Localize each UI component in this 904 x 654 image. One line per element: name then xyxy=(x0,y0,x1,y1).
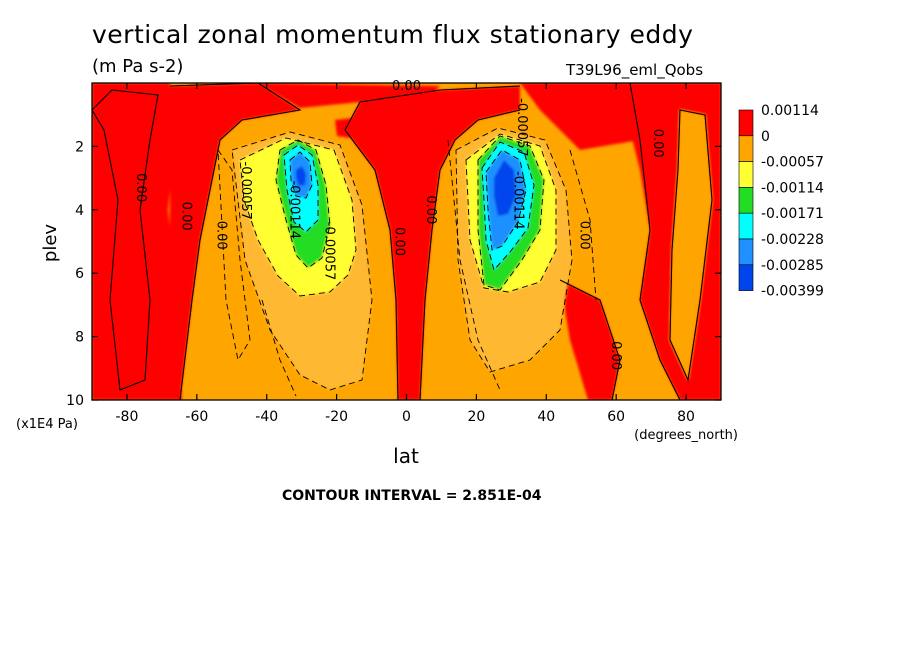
contour-label: 0.00 xyxy=(213,221,228,250)
legend-swatch xyxy=(738,161,754,188)
contour-label-text: -0.00057 xyxy=(514,98,529,156)
legend-swatch xyxy=(738,135,754,162)
y-tick-label: 6 xyxy=(75,266,84,282)
contour-label: -0.00057 xyxy=(238,162,253,220)
y-tick-label: 10 xyxy=(66,393,84,409)
legend-label: -0.00114 xyxy=(761,180,824,196)
contour-label: 0.00 xyxy=(577,221,592,250)
x-tick-label: 60 xyxy=(607,409,625,425)
cell-north-darkblue xyxy=(494,160,516,216)
legend-swatch xyxy=(738,238,754,266)
zero-contour-east xyxy=(629,83,713,400)
negative-cell-north xyxy=(456,128,572,372)
legend-label: -0.00171 xyxy=(761,206,824,222)
x-tick-label: -80 xyxy=(116,409,139,425)
contour-label-text: 0.00 xyxy=(423,195,438,224)
dashed-north-extra xyxy=(447,139,597,391)
contour-label: 0.00 xyxy=(392,227,407,256)
contour-label: 0.00 xyxy=(133,173,148,202)
dataset-label: T39L96_eml_Qobs xyxy=(566,61,704,79)
positive-regions xyxy=(92,83,721,400)
contour-label: 0.00 xyxy=(608,341,623,370)
contour-label: -0.00057 xyxy=(514,98,529,156)
dashed-north-outer xyxy=(455,127,573,373)
legend-label: 0.00114 xyxy=(761,103,819,119)
negative-cell-south xyxy=(232,132,372,390)
chart-units: (m Pa s-2) xyxy=(92,56,184,77)
contour-label: -0.00114 xyxy=(510,171,525,229)
chart-title: vertical zonal momentum flux stationary … xyxy=(92,20,694,49)
y-axis: 2 4 6 8 10 xyxy=(66,139,721,409)
x-tick-label: -20 xyxy=(325,409,348,425)
x-tick-label: 80 xyxy=(677,409,695,425)
red-region-northeast-top xyxy=(520,83,640,150)
contour-label-text: -0.00114 xyxy=(287,181,302,239)
red-region-east-lower xyxy=(560,280,620,400)
y-tick-label: 4 xyxy=(75,203,84,219)
y-tick-label: 2 xyxy=(75,139,84,155)
legend-swatch xyxy=(738,264,754,291)
contour-lines xyxy=(92,83,713,400)
contour-label-text: 0.00 xyxy=(608,341,623,370)
zero-contour-south xyxy=(169,83,302,400)
y-tick-label: 8 xyxy=(75,330,84,346)
red-region-top xyxy=(258,83,440,108)
legend-label: -0.00285 xyxy=(761,258,824,274)
legend-label: 0 xyxy=(761,129,770,145)
dashed-south-mid xyxy=(239,137,357,297)
contour-label-text: 0.00 xyxy=(213,221,228,250)
dashed-south-extra xyxy=(217,148,297,397)
x-axis-label: lat xyxy=(393,444,419,468)
contour-label-text: -0.00114 xyxy=(510,171,525,229)
legend-swatch xyxy=(738,109,754,137)
zero-contour-west xyxy=(92,89,159,391)
zero-contour-center xyxy=(344,85,521,400)
dashed-south-outer xyxy=(231,131,373,391)
x-axis: -80 -60 -40 -20 0 20 40 60 80 xyxy=(116,83,695,425)
x-tick-label: 40 xyxy=(537,409,555,425)
contour-interval-note: CONTOUR INTERVAL = 2.851E-04 xyxy=(282,488,542,504)
red-region-south-mid xyxy=(168,83,300,400)
y-axis-label: plev xyxy=(40,224,61,263)
contour-labels: 0.00 0.00 0.00 -0.00057 -0.00114 -0.00057 0.00… xyxy=(133,79,665,370)
dashed-north-inner xyxy=(477,135,545,291)
x-tick-label: 20 xyxy=(467,409,485,425)
cell-south-darkblue xyxy=(296,166,306,186)
contour-label-text: 0.00 xyxy=(392,227,407,256)
contour-label: 0.00 xyxy=(178,202,193,231)
legend-label: -0.00228 xyxy=(761,232,824,248)
legend-swatch xyxy=(738,187,754,214)
contour-label-text: 0.00 xyxy=(178,202,193,231)
dashed-south-core xyxy=(283,144,319,233)
red-region-west-inner xyxy=(104,90,158,390)
contour-label: -0.00114 xyxy=(287,181,302,239)
contour-label-text: 0.00 xyxy=(133,173,148,202)
plot-area: 0.00 0.00 0.00 -0.00057 -0.00114 -0.00057 0.00… xyxy=(91,79,722,401)
legend-label: -0.00057 xyxy=(761,155,824,171)
dashed-contours xyxy=(217,127,597,397)
red-region-east-inner xyxy=(670,110,712,380)
dashed-south-inner xyxy=(275,139,331,269)
legend-label: -0.00399 xyxy=(761,284,824,300)
dashed-north-mid xyxy=(465,133,557,293)
x-tick-label: -60 xyxy=(185,409,208,425)
y-axis-units: (x1E4 Pa) xyxy=(16,417,78,432)
x-axis-units: (degrees_north) xyxy=(634,428,738,443)
color-legend: 0.00114 0 -0.00057 -0.00114 -0.00171 -0.00228… xyxy=(738,103,824,300)
x-tick-label: -40 xyxy=(255,409,278,425)
contour-label-text: -0.00057 xyxy=(238,162,253,220)
x-tick-label: 0 xyxy=(402,409,411,425)
contour-label-text: 0.00 xyxy=(577,221,592,250)
contour-label: 0.00 xyxy=(423,195,438,224)
contour-label-text: -0.00057 xyxy=(322,222,337,280)
red-region-small-b xyxy=(386,158,404,180)
contour-label: -0.00057 xyxy=(322,222,337,280)
contour-label-text: 0.00 xyxy=(650,129,665,158)
zero-contour-east-lower xyxy=(559,279,621,400)
contour-label: 0.00 xyxy=(650,129,665,158)
legend-swatch xyxy=(738,212,754,240)
